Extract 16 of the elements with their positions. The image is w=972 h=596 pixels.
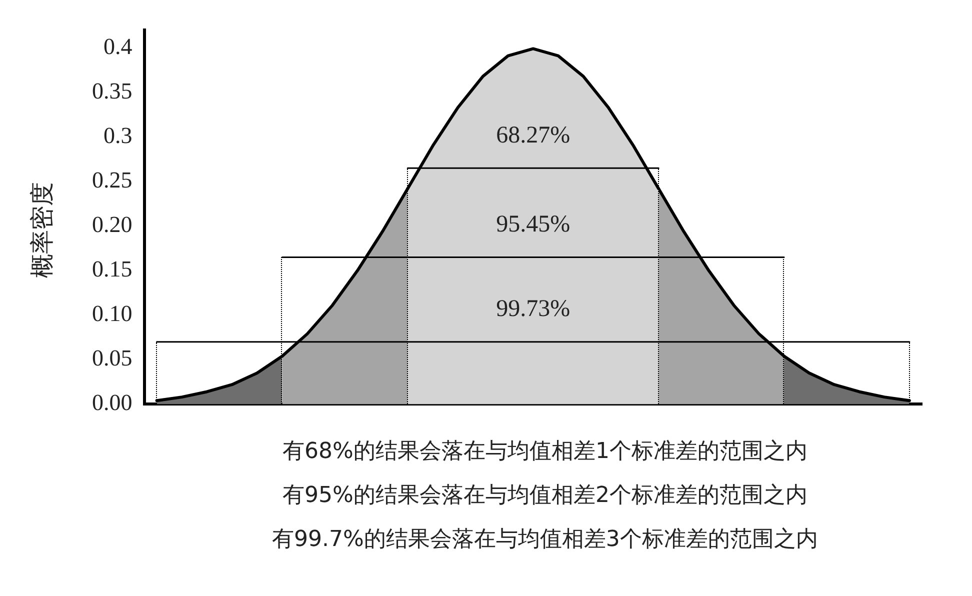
series-label: 99.73% (496, 296, 570, 322)
y-tick-label: 0.10 (92, 301, 132, 326)
text: 有95%的结果会落在与均值相差2个标准差的范围之内 (282, 482, 808, 510)
y-tick-label: 0.15 (92, 256, 132, 282)
y-tick-label: 0.35 (92, 78, 132, 104)
y-tick-label: 0.05 (92, 346, 132, 371)
y-tick-label: 0.4 (104, 34, 133, 59)
y-axis-title: 概率密度 (27, 182, 57, 278)
y-tick-label: 0.20 (92, 212, 132, 238)
text: 有68%的结果会落在与均值相差1个标准差的范围之内 (282, 438, 808, 466)
y-tick-label: 0.00 (92, 390, 132, 416)
y-tick-label: 0.3 (104, 122, 132, 148)
y-tick-label: 0.25 (92, 168, 132, 193)
text: 有99.7%的结果会落在与均值相差3个标准差的范围之内 (271, 526, 819, 554)
series-label: 68.27% (496, 122, 570, 148)
series-label: 95.45% (496, 211, 570, 238)
